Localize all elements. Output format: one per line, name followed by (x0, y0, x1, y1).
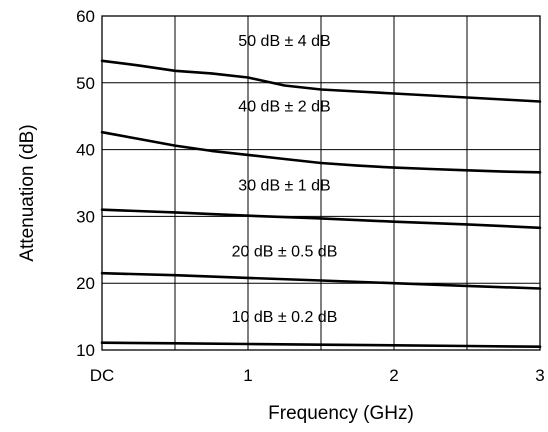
y-tick-label-50: 50 (76, 74, 95, 93)
y-tick-label-20: 20 (76, 274, 95, 293)
series-line-30-db-1-db (100, 208, 542, 230)
x-tick-label-2: 2 (389, 366, 398, 385)
series-annotations: 50 dB ± 4 dB 40 dB ± 2 dB 30 dB ± 1 dB 20 d… (232, 33, 338, 326)
y-tick-label-40: 40 (76, 141, 95, 160)
series-label-40-db-2-db: 40 dB ± 2 dB (238, 99, 330, 116)
series-label-10-db-0-2-db: 10 dB ± 0.2 dB (232, 309, 338, 326)
x-tick-label-3: 3 (535, 366, 544, 385)
series-line-20-db-0-5-db (100, 271, 542, 290)
x-tick-labels: DC 1 2 3 (90, 366, 545, 385)
series-label-30-db-1-db: 30 dB ± 1 dB (238, 177, 330, 194)
plot-frame (101, 15, 541, 351)
y-axis-label: Attenuation (dB) (17, 124, 38, 261)
x-tick-label-dc: DC (90, 366, 115, 385)
series-label-50-db-4-db: 50 dB ± 4 dB (238, 33, 330, 50)
y-tick-label-10: 10 (76, 341, 95, 360)
y-tick-label-30: 30 (76, 207, 95, 226)
series-label-20-db-0-5-db: 20 dB ± 0.5 dB (232, 243, 338, 260)
series-line-10-db-0-2-db (100, 341, 542, 348)
series-lines (100, 59, 542, 348)
x-axis-label: Frequency (GHz) (268, 403, 414, 424)
y-tick-label-60: 60 (76, 7, 95, 26)
x-tick-label-1: 1 (243, 366, 252, 385)
series-line-50-db-4-db (100, 59, 542, 103)
y-tick-labels: 10 20 30 40 50 60 (76, 7, 95, 360)
series-line-40-db-2-db (100, 130, 542, 174)
grid-lines (102, 16, 540, 350)
